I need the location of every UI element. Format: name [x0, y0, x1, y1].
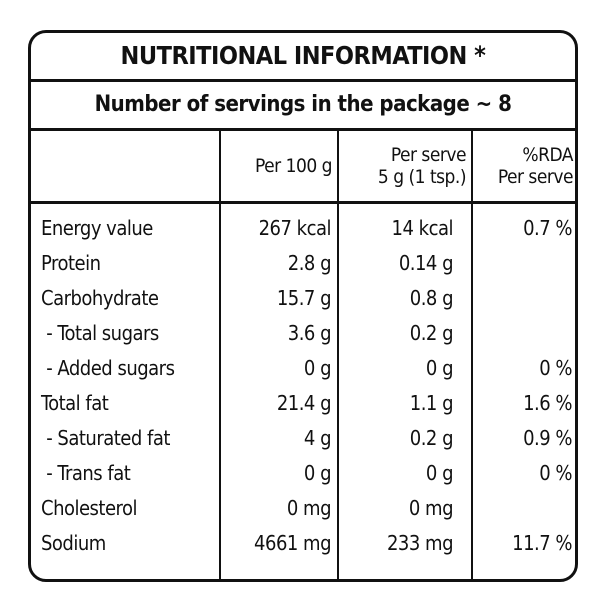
nutrient-name: Protein [41, 251, 101, 275]
nutrient-name: Energy value [41, 216, 153, 240]
table-header: Per 100 g Per serve 5 g (1 tsp.) %RDA Per … [31, 131, 575, 204]
nutrition-table: Per 100 g Per serve 5 g (1 tsp.) %RDA Per … [31, 131, 575, 579]
label-title: NUTRITIONAL INFORMATION * [31, 33, 575, 82]
per-100g-value: 21.4 g [276, 391, 332, 415]
nutrition-label: NUTRITIONAL INFORMATION * Number of serv… [28, 30, 578, 582]
header-rda: %RDA Per serve [497, 144, 574, 188]
nutrient-name: Total fat [41, 391, 109, 415]
table-row: - Trans fat 0 g 0 g 0 % [31, 456, 575, 491]
per-serve-value: 1.1 g [409, 391, 454, 415]
per-100g-value: 2.8 g [287, 251, 332, 275]
per-serve-value: 0 g [425, 461, 454, 485]
per-100g-value: 0 g [303, 461, 332, 485]
per-serve-value: 0.8 g [409, 286, 454, 310]
header-per-100g: Per 100 g [254, 155, 333, 177]
column-divider [471, 131, 473, 579]
nutrient-name: Carbohydrate [41, 286, 159, 310]
table-row: Cholesterol 0 mg 0 mg [31, 491, 575, 526]
table-row: Protein 2.8 g 0.14 g [31, 246, 575, 281]
table-row: Total fat 21.4 g 1.1 g 1.6 % [31, 386, 575, 421]
nutrient-name: - Saturated fat [41, 426, 170, 450]
per-serve-value: 0.2 g [409, 321, 454, 345]
table-row: - Saturated fat 4 g 0.2 g 0.9 % [31, 421, 575, 456]
table-row: - Total sugars 3.6 g 0.2 g [31, 316, 575, 351]
table-row: Sodium 4661 mg 233 mg 11.7 % [31, 526, 575, 561]
column-divider [337, 131, 339, 579]
per-serve-value: 0 g [425, 356, 454, 380]
per-serve-value: 0 mg [408, 496, 454, 520]
rda-value: 0.9 % [523, 426, 572, 450]
column-divider [219, 131, 221, 579]
rda-value: 0 % [539, 356, 572, 380]
nutrient-name: - Added sugars [41, 356, 175, 380]
table-row: - Added sugars 0 g 0 g 0 % [31, 351, 575, 386]
nutrient-name: Cholesterol [41, 496, 138, 520]
per-100g-value: 267 kcal [258, 216, 332, 240]
rda-value: 11.7 % [512, 531, 572, 555]
servings-info: Number of servings in the package ~ 8 [31, 82, 575, 131]
nutrient-name: - Total sugars [41, 321, 159, 345]
per-100g-value: 4661 mg [254, 531, 331, 555]
per-serve-value: 233 mg [386, 531, 454, 555]
per-serve-value: 0.14 g [398, 251, 454, 275]
per-serve-value: 0.2 g [409, 426, 454, 450]
per-100g-value: 15.7 g [276, 286, 332, 310]
table-row: Energy value 267 kcal 14 kcal 0.7 % [31, 211, 575, 246]
nutrient-name: - Trans fat [41, 461, 131, 485]
rda-value: 1.6 % [523, 391, 572, 415]
rda-value: 0.7 % [523, 216, 572, 240]
per-100g-value: 0 g [303, 356, 332, 380]
per-100g-value: 4 g [303, 426, 332, 450]
rda-value: 0 % [539, 461, 572, 485]
table-row: Carbohydrate 15.7 g 0.8 g [31, 281, 575, 316]
nutrient-name: Sodium [41, 531, 106, 555]
per-100g-value: 0 mg [286, 496, 332, 520]
header-per-serve: Per serve 5 g (1 tsp.) [377, 144, 467, 188]
per-serve-value: 14 kcal [391, 216, 454, 240]
per-100g-value: 3.6 g [287, 321, 332, 345]
